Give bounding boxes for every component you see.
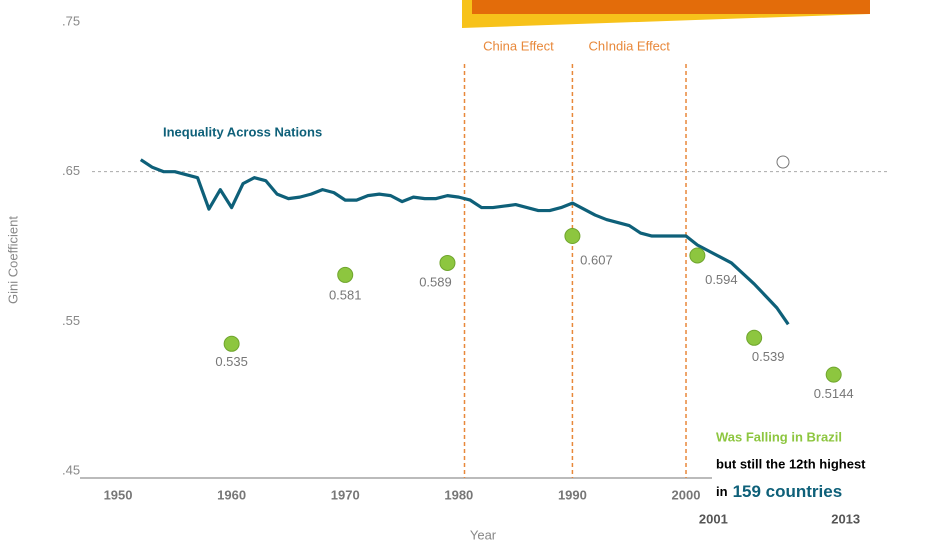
dot xyxy=(689,247,706,264)
dot xyxy=(439,254,456,271)
data-label: 0.535 xyxy=(215,354,248,369)
dot xyxy=(223,335,240,352)
dot xyxy=(825,366,842,383)
data-label: 0.607 xyxy=(580,252,613,267)
x-tick-label: 2001 xyxy=(699,511,728,526)
hollow-marker xyxy=(776,155,790,169)
y-tick-label: .75 xyxy=(62,13,80,28)
x-tick-label: 1970 xyxy=(331,487,360,502)
annotation: 159 countries xyxy=(733,482,843,501)
period-label: ChIndia Effect xyxy=(589,38,671,53)
y-tick-label: .55 xyxy=(62,313,80,328)
data-label: 0.589 xyxy=(419,274,452,289)
x-tick-label: 1990 xyxy=(558,487,587,502)
annotation: in 159 countries xyxy=(716,482,842,501)
dot xyxy=(337,266,354,283)
x-tick-label: 1960 xyxy=(217,487,246,502)
x-tick-label: 1980 xyxy=(444,487,473,502)
x-tick-label: 1950 xyxy=(104,487,133,502)
y-axis-label: Gini Coefficient xyxy=(5,216,20,304)
x-tick-label: 2013 xyxy=(831,511,860,526)
series-label: Was Falling in Brazil xyxy=(716,429,842,444)
x-axis-label: Year xyxy=(470,527,497,542)
y-tick-label: .45 xyxy=(62,462,80,477)
data-label: 0.581 xyxy=(329,287,362,302)
line xyxy=(139,158,790,326)
period-label: China Effect xyxy=(483,38,554,53)
x-tick-label: 2000 xyxy=(672,487,701,502)
dot xyxy=(564,228,581,245)
annotation: but still the 12th highest xyxy=(716,456,866,471)
banner xyxy=(472,0,870,14)
data-label: 0.5144 xyxy=(814,386,854,401)
data-label: 0.594 xyxy=(705,272,738,287)
dot xyxy=(746,329,763,346)
series-label: Inequality Across Nations xyxy=(163,124,322,139)
annotation: in xyxy=(716,484,728,499)
y-tick-label: .65 xyxy=(62,163,80,178)
data-label: 0.539 xyxy=(752,349,785,364)
